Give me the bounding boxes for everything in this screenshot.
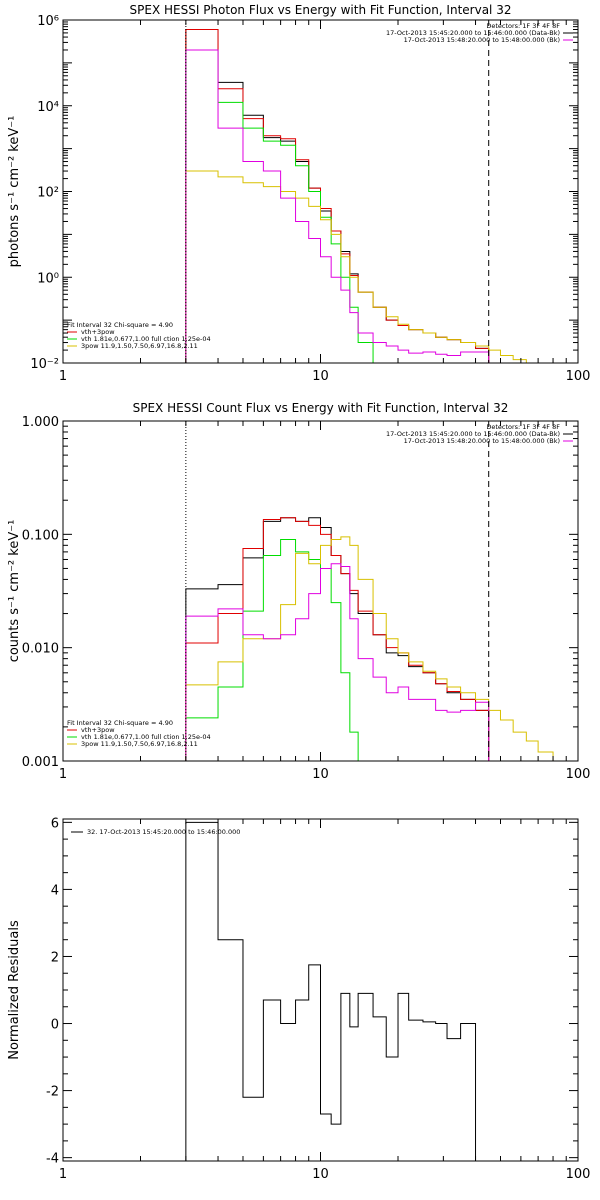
y-tick-label: 2: [51, 950, 59, 965]
series-background: [185, 563, 490, 761]
x-tick-label: 1: [59, 369, 67, 384]
y-tick-label: 10⁶: [37, 14, 59, 29]
y-axis-label: Normalized Residuals: [7, 920, 22, 1060]
legend-entry: 3pow 11.9,1.50,7.50,6.97,16.8,2.11: [81, 740, 198, 748]
y-tick-label: 0.010: [22, 642, 59, 657]
legend-entry: 17-Oct-2013 15:45:20.000 to 15:46:00.000…: [386, 29, 560, 37]
y-tick-label: 10⁴: [37, 100, 59, 115]
legend-entry: Fit Interval 32 Chi-square = 4.90: [67, 719, 173, 727]
series-group: [185, 517, 567, 761]
chart-panel-2: SPEX HESSI Count Flux vs Energy with Fit…: [7, 401, 590, 782]
x-tick-label: 100: [566, 1167, 591, 1182]
y-tick-label: 4: [51, 883, 59, 898]
legend-entry: vth+3pow: [81, 328, 115, 336]
x-tick-label: 100: [566, 767, 591, 782]
y-axis-label: counts s⁻¹ cm⁻² keV⁻¹: [7, 520, 22, 663]
y-tick-label: 1.000: [22, 415, 59, 430]
legend-entry: 32. 17-Oct-2013 15:45:20.000 to 15:46:00…: [87, 828, 240, 836]
series-data: [185, 517, 490, 761]
legend-entry: Detectors: 1F 3F 4F 8F: [486, 423, 560, 431]
y-tick-label: 6: [51, 816, 59, 831]
y-tick-label: 10²: [37, 186, 59, 201]
legend-entry: 17-Oct-2013 15:48:20.000 to 15:48:00.000…: [404, 437, 560, 445]
legend-entry: vth+3pow: [81, 726, 115, 734]
series-residuals: [185, 821, 477, 1161]
series-3pow: [185, 536, 567, 761]
x-tick-label: 10: [312, 767, 329, 782]
x-tick-label: 10: [312, 1167, 329, 1182]
series-group: [185, 821, 477, 1161]
y-tick-label: -2: [46, 1085, 59, 1100]
legend-entry: 17-Oct-2013 15:48:20.000 to 15:48:00.000…: [404, 36, 560, 44]
y-tick-label: 10⁻²: [30, 357, 59, 372]
series-vth: [185, 49, 387, 363]
y-tick-label: -4: [46, 1152, 59, 1167]
series-vth-3pow: [185, 517, 490, 761]
chart-panel-1: SPEX HESSI Photon Flux vs Energy with Fi…: [7, 3, 590, 384]
legend-entry: Detectors: 1F 3F 4F 8F: [486, 22, 560, 30]
chart-title: SPEX HESSI Count Flux vs Energy with Fit…: [133, 401, 509, 415]
y-tick-label: 0: [51, 1018, 59, 1033]
legend-entry: 17-Oct-2013 15:45:20.000 to 15:46:00.000…: [386, 430, 560, 438]
series-background: [185, 49, 490, 363]
series-vth-3pow: [185, 29, 490, 363]
legend-entry: Fit Interval 32 Chi-square = 4.90: [67, 321, 173, 329]
y-tick-label: 0.100: [22, 528, 59, 543]
x-tick-label: 1: [59, 1167, 67, 1182]
series-vth: [185, 539, 374, 761]
x-tick-label: 100: [566, 369, 591, 384]
y-tick-label: 10⁰: [37, 271, 59, 286]
series-group: [185, 29, 539, 363]
chart-panel-3: Normalized Residuals 1 10 100 -4 -2 0 2 4 6 32. 17…: [7, 816, 590, 1182]
legend-entry: vth 1.81e,0.677,1.00 full ction 1.25e-04: [81, 733, 211, 741]
y-axis-label: photons s⁻¹ cm⁻² keV⁻¹: [7, 116, 22, 268]
chart-title: SPEX HESSI Photon Flux vs Energy with Fi…: [130, 3, 512, 17]
legend-entry: vth 1.81e,0.677,1.00 full ction 1.25e-04: [81, 335, 211, 343]
series-3pow: [185, 170, 539, 363]
series-data: [185, 29, 490, 363]
x-tick-label: 1: [59, 767, 67, 782]
y-tick-label: 0.001: [22, 755, 59, 770]
legend-entry: 3pow 11.9,1.50,7.50,6.97,16.8,2.11: [81, 342, 198, 350]
x-tick-label: 10: [312, 369, 329, 384]
